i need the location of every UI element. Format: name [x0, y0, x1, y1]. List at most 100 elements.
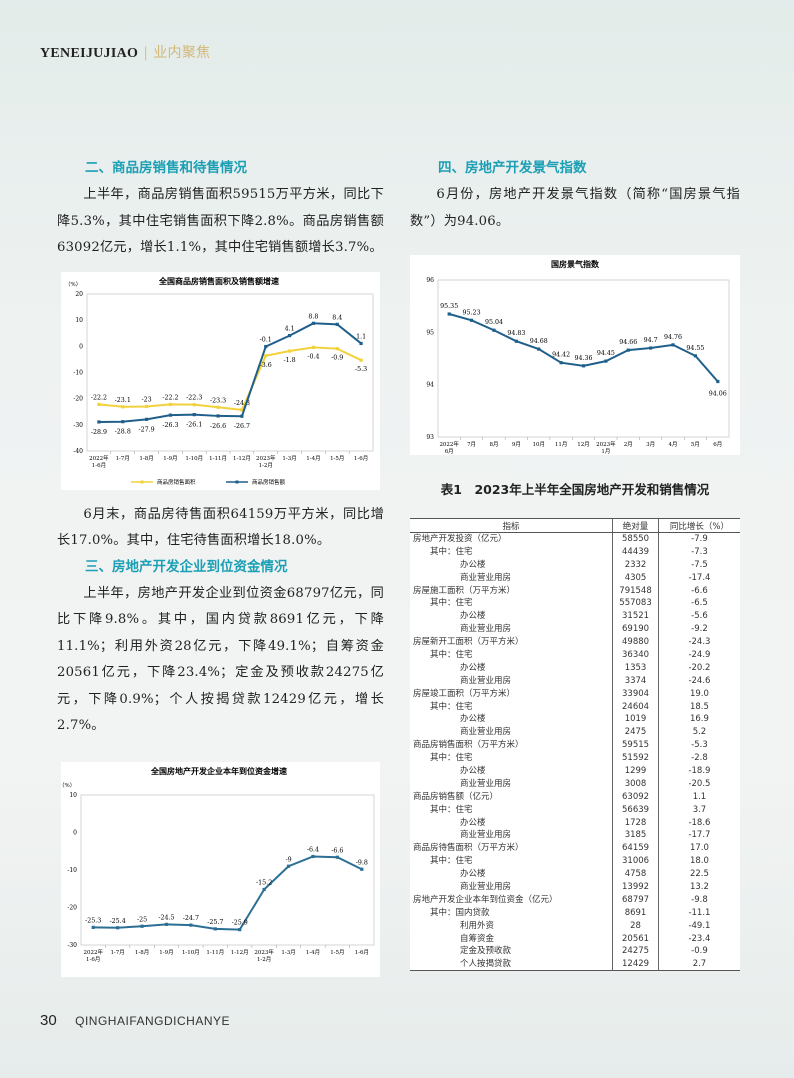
data-label: 95.35 — [440, 303, 458, 310]
row-value: 24275 — [612, 945, 659, 958]
data-point — [693, 354, 698, 358]
data-point — [189, 923, 193, 927]
left-column: 二、商品房销售和待售情况 上半年，商品房销售面积59515万平方米，同比下降5.… — [57, 156, 384, 989]
row-value: 4758 — [612, 867, 659, 881]
data-point — [192, 412, 196, 416]
row-name: 办公楼 — [460, 611, 486, 622]
row-name: 办公楼 — [460, 817, 486, 828]
row-value: 31521 — [612, 609, 659, 623]
data-point — [238, 927, 242, 931]
data-point — [581, 364, 586, 368]
y-tick-label: -20 — [67, 904, 77, 911]
x-tick-label-line2: 6月 — [445, 448, 454, 455]
row-name: 办公楼 — [460, 662, 486, 673]
row-growth: -17.7 — [657, 828, 740, 842]
header-separator: | — [143, 45, 149, 61]
x-tick-label: 3月 — [646, 441, 655, 448]
row-value: 68797 — [612, 893, 659, 907]
data-label: -25 — [137, 916, 147, 923]
table-row: 个人按揭贷款 12429 2.7 — [410, 957, 740, 972]
data-label: -22.3 — [186, 394, 202, 401]
heading-sales: 二、商品房销售和待售情况 — [85, 160, 247, 176]
data-point — [335, 855, 339, 859]
x-tick-label: 1-5月 — [330, 949, 344, 956]
y-tick-label: 94 — [426, 382, 434, 389]
row-name: 其中：住宅 — [430, 753, 473, 764]
running-header: YENEIJUJIAO | 业内聚焦 — [40, 42, 210, 62]
data-point — [335, 322, 339, 326]
x-tick-label: 2022年 — [439, 440, 459, 448]
y-tick-label: 20 — [75, 291, 83, 298]
row-growth: -24.6 — [657, 674, 740, 688]
table-row: 其中：住宅 24604 18.5 — [410, 700, 740, 713]
x-tick-label: 9月 — [512, 441, 521, 448]
table-row: 利用外资 28 -49.1 — [410, 919, 740, 933]
data-point — [264, 353, 268, 357]
row-growth: -7.9 — [657, 532, 740, 546]
row-value: 28 — [612, 919, 659, 933]
y-tick-label: -20 — [73, 395, 83, 402]
row-name: 商业营业用房 — [460, 881, 512, 892]
y-tick-label: 93 — [426, 434, 434, 441]
x-tick-label: 2023年 — [254, 948, 274, 956]
row-value: 4305 — [612, 571, 659, 585]
table-row: 商业营业用房 3008 -20.5 — [410, 777, 740, 791]
x-tick-label-line2: 1-6月 — [86, 956, 100, 963]
row-name: 商品房销售面积（万平方米） — [413, 740, 524, 751]
data-point — [240, 414, 244, 418]
data-label: 94.83 — [507, 330, 525, 337]
data-label: -6.6 — [331, 847, 343, 854]
data-point — [604, 359, 608, 363]
x-tick-label: 2022年 — [83, 948, 103, 956]
row-growth: -11.1 — [657, 906, 740, 920]
right-column: 四、房地产开发景气指数 6月份，房地产开发景气指数（简称“国房景气指数”）为94… — [410, 156, 740, 972]
row-value: 8691 — [612, 906, 659, 920]
row-name: 房屋新开工面积（万平方米） — [413, 637, 524, 648]
row-growth: 17.0 — [657, 841, 740, 855]
table-row: 办公楼 31521 -5.6 — [410, 609, 740, 623]
row-growth: -0.9 — [657, 945, 740, 958]
x-tick-label: 1-7月 — [110, 949, 124, 956]
row-growth: -20.2 — [657, 661, 740, 675]
row-growth: -2.8 — [657, 751, 740, 765]
data-point — [168, 402, 173, 406]
data-label: 94.55 — [686, 345, 704, 352]
table-row: 办公楼 1299 -18.9 — [410, 764, 740, 778]
row-growth: -9.2 — [657, 622, 740, 636]
data-label: -23.3 — [210, 397, 226, 404]
x-tick-label: 1-4月 — [306, 949, 320, 956]
row-name: 其中：国内贷款 — [430, 907, 490, 918]
paragraph-sales: 上半年，商品房销售面积59515万平方米，同比下降5.3%，其中住宅销售面积下降… — [57, 187, 384, 255]
data-label: -25.7 — [207, 918, 223, 925]
row-name: 商业营业用房 — [460, 830, 512, 841]
row-name: 自筹资金 — [460, 933, 495, 944]
row-growth: -6.6 — [657, 584, 740, 597]
x-tick-label: 7月 — [467, 441, 476, 448]
row-growth: 5.2 — [657, 725, 740, 739]
row-name: 商业营业用房 — [460, 572, 512, 583]
data-point — [97, 402, 101, 406]
y-tick-label: -40 — [73, 448, 83, 455]
row-growth: 18.5 — [657, 700, 740, 713]
data-label: 94.66 — [619, 339, 637, 346]
x-tick-label: 1-11月 — [206, 949, 224, 956]
data-point — [649, 346, 653, 350]
row-growth: -24.9 — [657, 648, 740, 662]
chart-sales: 全国商品房销售面积及销售额增速 （%） 20 10 0 -10 -20 -30 -40 2022年… — [61, 271, 380, 490]
data-label: -5.3 — [355, 366, 367, 373]
legend-marker — [140, 480, 144, 483]
data-point — [97, 419, 101, 424]
row-value: 1728 — [612, 816, 659, 829]
table-row: 办公楼 1353 -20.2 — [410, 661, 740, 675]
table-row: 商业营业用房 3374 -24.6 — [410, 674, 740, 688]
x-tick-label: 12月 — [577, 441, 590, 448]
row-value: 791548 — [612, 584, 659, 597]
data-label: -24.7 — [183, 915, 199, 922]
data-point — [262, 887, 266, 891]
row-value: 1353 — [612, 661, 659, 675]
x-tick-label: 1-7月 — [116, 455, 130, 462]
row-name: 商品房待售面积（万平方米） — [413, 843, 524, 854]
x-tick-label: 4月 — [669, 441, 678, 448]
x-tick-label: 2023年 — [256, 454, 276, 462]
data-point — [359, 358, 363, 362]
